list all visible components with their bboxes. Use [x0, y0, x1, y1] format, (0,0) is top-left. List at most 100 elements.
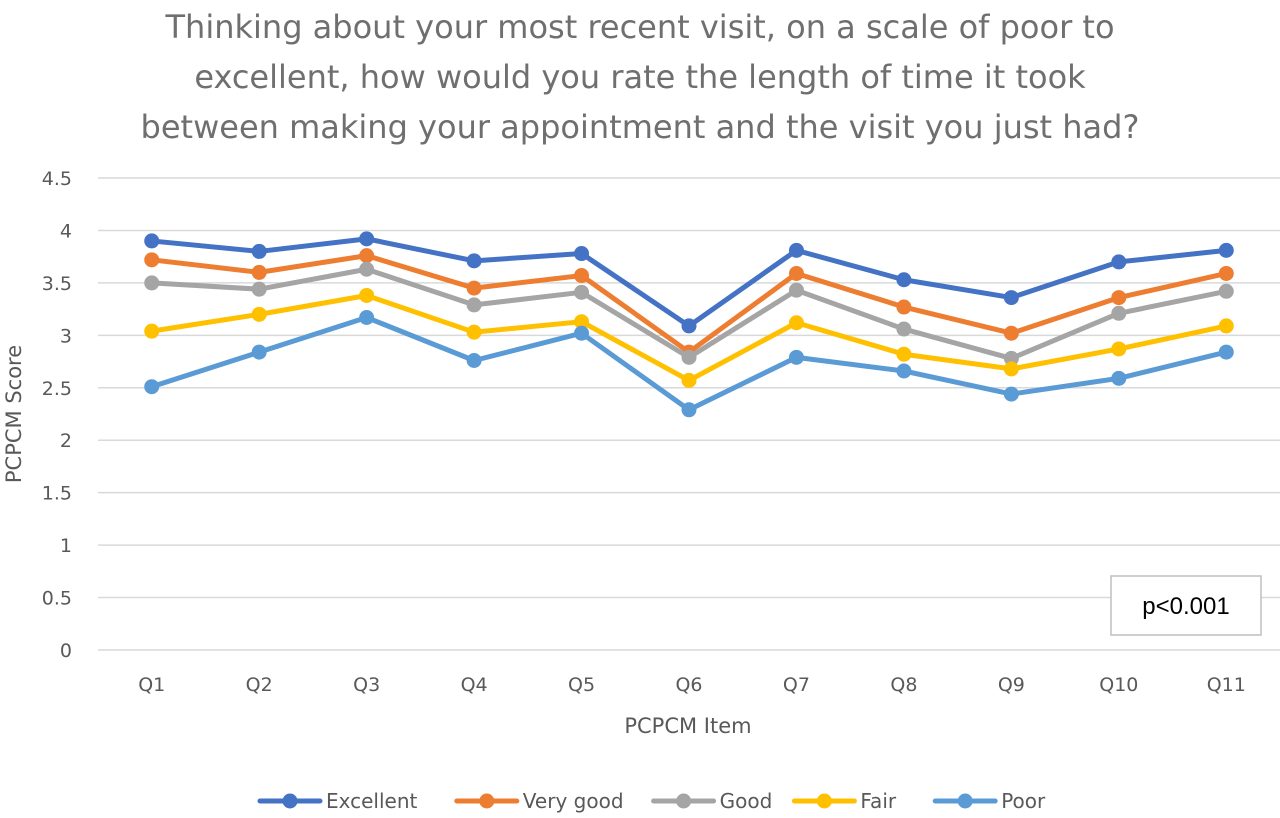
legend: Excellent Very good Good Fair Poor — [257, 789, 1046, 813]
legend-item-very-good: Very good — [454, 789, 624, 813]
legend-swatch-marker — [816, 793, 832, 809]
data-point — [1003, 361, 1019, 377]
data-point — [359, 287, 375, 303]
data-point — [1003, 325, 1019, 341]
x-tick-label: Q3 — [353, 674, 380, 696]
x-tick-label: Q11 — [1207, 674, 1246, 696]
data-point — [466, 324, 482, 340]
data-point — [1218, 344, 1234, 360]
y-tick-label: 3 — [60, 325, 72, 347]
data-point — [144, 275, 160, 291]
y-tick-label: 0.5 — [42, 588, 72, 610]
data-point — [144, 233, 160, 249]
y-tick-label: 3.5 — [42, 273, 72, 295]
data-point — [1003, 350, 1019, 366]
data-point — [1111, 305, 1127, 321]
data-point — [788, 242, 804, 258]
data-point — [788, 315, 804, 331]
chart-title-line-1: Thinking about your most recent visit, o… — [165, 8, 1115, 46]
x-tick-label: Q8 — [890, 674, 917, 696]
gridlines — [98, 177, 1280, 651]
data-point — [466, 297, 482, 313]
legend-item-good: Good — [651, 789, 773, 813]
y-tick-label: 4 — [60, 220, 72, 242]
data-point — [466, 353, 482, 369]
data-point — [466, 280, 482, 296]
x-tick-label: Q4 — [461, 674, 488, 696]
y-tick-label: 1.5 — [42, 483, 72, 505]
legend-label: Very good — [523, 789, 624, 813]
data-point — [144, 323, 160, 339]
data-point — [251, 264, 267, 280]
legend-swatch-marker — [676, 793, 692, 809]
y-tick-label: 0 — [60, 640, 72, 662]
data-point — [574, 325, 590, 341]
data-point — [1218, 318, 1234, 334]
data-point — [788, 265, 804, 281]
x-tick-label: Q2 — [246, 674, 273, 696]
legend-item-poor: Poor — [932, 789, 1046, 813]
data-point — [574, 268, 590, 284]
data-point — [144, 379, 160, 395]
data-point — [1218, 265, 1234, 281]
x-axis-ticks: Q1 Q2 Q3 Q4 Q5 Q6 Q7 Q8 Q9 Q10 Q11 — [138, 674, 1246, 696]
data-point — [574, 284, 590, 300]
annotation-text: p<0.001 — [1142, 593, 1229, 620]
data-point — [681, 372, 697, 388]
data-point — [681, 349, 697, 365]
data-point — [359, 248, 375, 264]
data-point — [251, 243, 267, 259]
data-point — [896, 363, 912, 379]
legend-label: Poor — [1001, 789, 1046, 813]
legend-label: Excellent — [326, 789, 418, 813]
chart-title-line-2: excellent, how would you rate the length… — [194, 58, 1086, 96]
data-point — [1111, 290, 1127, 306]
data-point — [251, 344, 267, 360]
data-point — [896, 321, 912, 337]
x-tick-label: Q7 — [783, 674, 810, 696]
series-excellent — [144, 231, 1234, 334]
data-point — [896, 272, 912, 288]
data-point — [359, 231, 375, 247]
legend-label: Fair — [860, 789, 896, 813]
x-axis-title: PCPCM Item — [624, 714, 751, 738]
series-good — [144, 261, 1234, 366]
chart-title-line-3: between making your appointment and the … — [140, 108, 1140, 146]
data-point — [359, 261, 375, 277]
data-point — [251, 281, 267, 297]
x-tick-label: Q10 — [1099, 674, 1138, 696]
series-group — [144, 231, 1234, 418]
x-tick-label: Q6 — [675, 674, 702, 696]
x-tick-label: Q9 — [998, 674, 1025, 696]
data-point — [896, 299, 912, 315]
legend-swatch-marker — [479, 793, 495, 809]
annotation-box: p<0.001 — [1110, 575, 1262, 636]
y-axis-title: PCPCM Score — [2, 345, 26, 483]
legend-swatch-marker — [957, 793, 973, 809]
legend-item-fair: Fair — [791, 789, 897, 813]
data-point — [1003, 290, 1019, 306]
legend-swatch-marker — [282, 793, 298, 809]
y-axis-ticks: 0 0.5 1 1.5 2 2.5 3 3.5 4 4.5 — [42, 168, 72, 662]
y-tick-label: 2 — [60, 430, 72, 452]
data-point — [1111, 254, 1127, 270]
data-point — [1218, 283, 1234, 299]
y-tick-label: 1 — [60, 535, 72, 557]
data-point — [896, 346, 912, 362]
data-point — [1111, 370, 1127, 386]
data-point — [788, 349, 804, 365]
data-point — [251, 306, 267, 322]
chart-title: Thinking about your most recent visit, o… — [0, 2, 1280, 152]
data-point — [681, 402, 697, 418]
data-point — [359, 310, 375, 326]
series-fair — [144, 287, 1234, 388]
series-poor — [144, 310, 1234, 418]
legend-label: Good — [720, 789, 773, 813]
data-point — [1111, 341, 1127, 357]
data-point — [1218, 242, 1234, 258]
y-tick-label: 2.5 — [42, 378, 72, 400]
data-point — [574, 314, 590, 330]
data-point — [681, 318, 697, 334]
y-tick-label: 4.5 — [42, 168, 72, 190]
